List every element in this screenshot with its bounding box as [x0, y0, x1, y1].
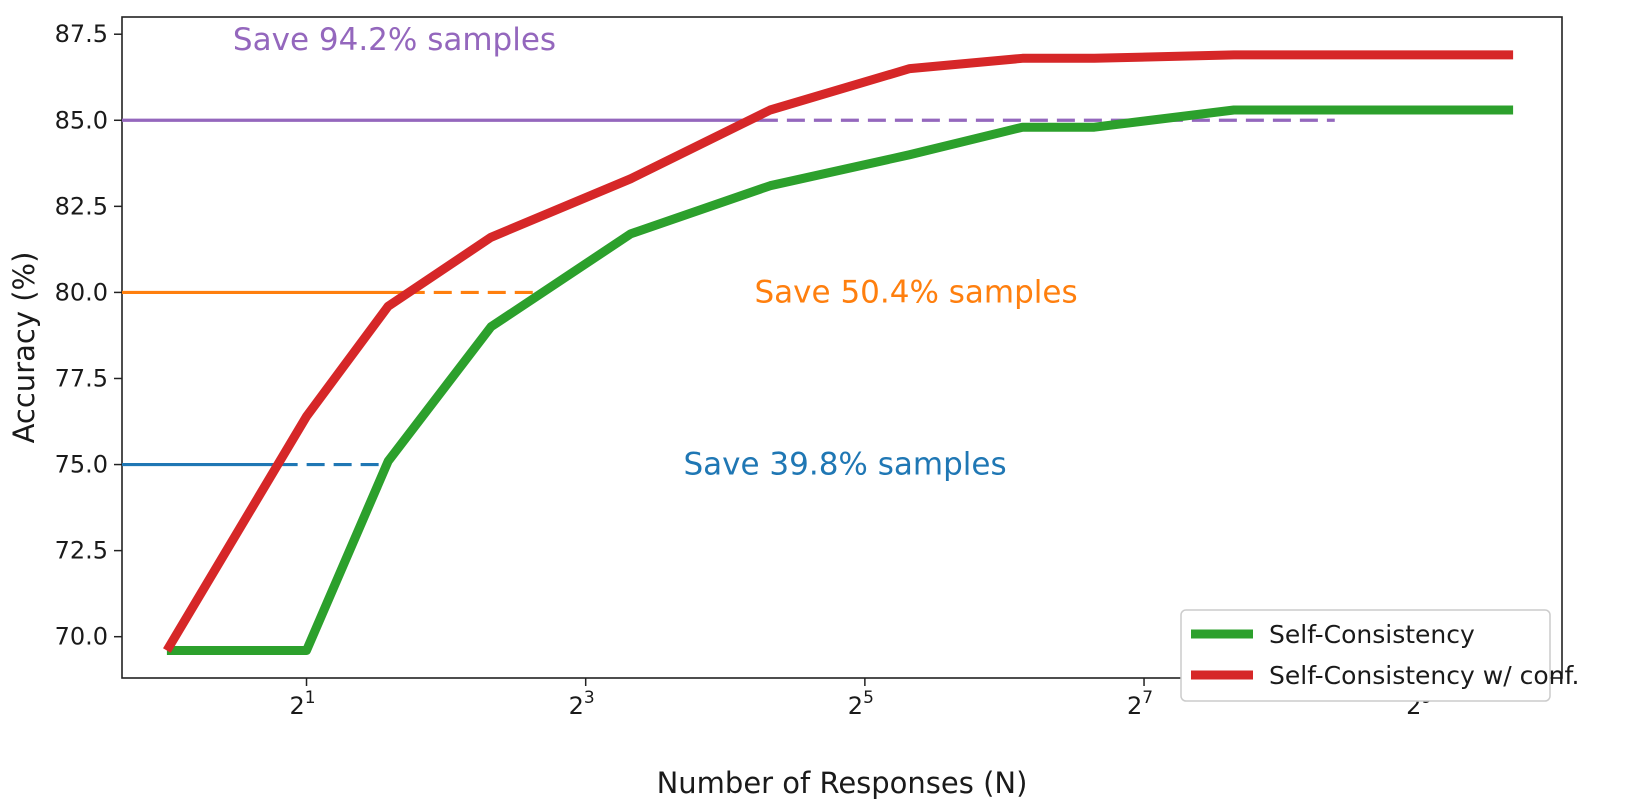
y-axis-label: Accuracy (%) — [7, 252, 41, 444]
reference-lines — [122, 118, 1335, 467]
x-axis-label: Number of Responses (N) — [657, 766, 1028, 800]
x-tick-label-3: 27 — [1127, 688, 1153, 720]
y-tick-label-7: 87.5 — [55, 20, 108, 48]
x-tick-label-1: 23 — [569, 688, 595, 720]
legend-box — [1180, 609, 1551, 702]
y-tick-label-5: 82.5 — [55, 192, 108, 220]
y-tick-label-4: 80.0 — [55, 278, 108, 306]
y-tick-label-2: 75.0 — [55, 451, 108, 479]
annotation-save-2: Save 94.2% samples — [233, 22, 556, 58]
y-tick-label-1: 72.5 — [55, 537, 108, 565]
annotation-save-1: Save 50.4% samples — [755, 274, 1078, 310]
x-tick-label-2: 25 — [848, 688, 874, 720]
series-lines — [163, 50, 1514, 655]
annotations: Save 39.8% samples Save 50.4% samples Save… — [233, 22, 1078, 483]
legend-label-self-consistency: Self-Consistency — [1269, 620, 1475, 649]
y-tick-label-6: 85.0 — [55, 106, 108, 134]
y-tick-label-0: 70.0 — [55, 623, 108, 651]
series-line-0 — [166, 105, 1514, 655]
axis-ticks: 70.0 72.5 75.0 77.5 80.0 82.5 85.0 87.5 21 23 25 27… — [55, 20, 1433, 720]
y-tick-label-3: 77.5 — [55, 364, 108, 392]
legend-label-self-consistency-conf: Self-Consistency w/ conf. — [1269, 661, 1579, 690]
legend: Self-Consistency Self-Consistency w/ con… — [1180, 609, 1579, 702]
annotation-save-0: Save 39.8% samples — [683, 447, 1006, 483]
x-tick-label-0: 21 — [289, 688, 315, 720]
plot-area-frame — [121, 16, 1563, 679]
series-line-1 — [163, 50, 1514, 653]
